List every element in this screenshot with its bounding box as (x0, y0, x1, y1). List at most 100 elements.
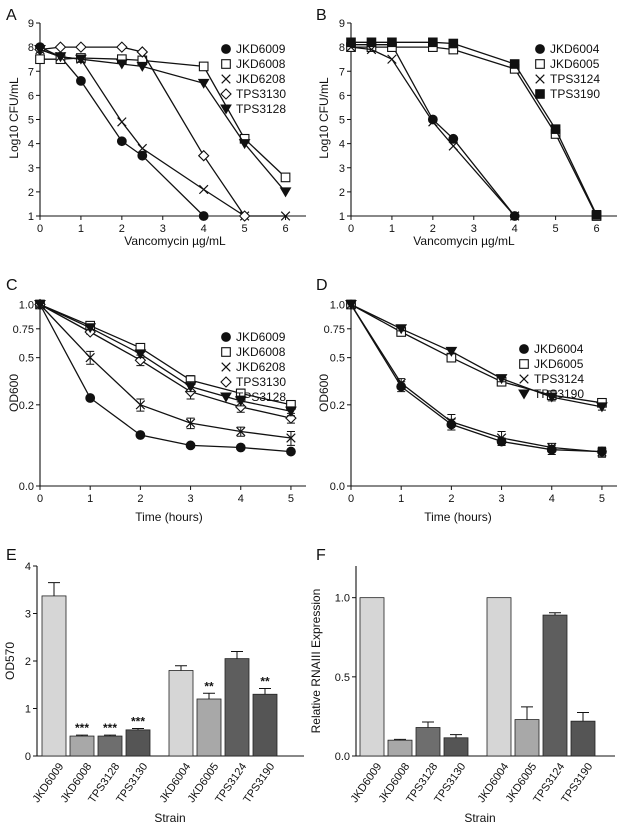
error-bar (76, 734, 88, 737)
bar-group-tps3128: TPS3128 (404, 721, 441, 805)
x-tick-label: 3 (471, 223, 477, 235)
y-tick-label: 0.0 (330, 481, 345, 493)
data-point (445, 346, 458, 357)
x-tick-label: 3 (499, 493, 505, 505)
y-tick-label: 4 (339, 139, 345, 151)
legend-entry: TPS3128 (220, 102, 286, 116)
legend-marker (221, 362, 231, 372)
data-point (597, 447, 607, 457)
data-point (197, 78, 210, 89)
series-line (39, 304, 291, 439)
x-tick-label: 5 (242, 223, 248, 235)
data-point (395, 324, 408, 335)
x-tick-label: 4 (512, 223, 518, 235)
series-line (39, 46, 205, 217)
x-tick-label: 2 (448, 493, 454, 505)
legend-entry: JKD6004 (519, 342, 584, 356)
data-point (115, 59, 128, 70)
bar (387, 739, 413, 757)
data-point (547, 442, 557, 453)
x-tick-label: 2 (137, 493, 143, 505)
data-point (496, 433, 507, 443)
data-point (448, 133, 459, 144)
data-point (198, 211, 209, 221)
legend-marker (220, 392, 232, 403)
series-tps3128 (34, 299, 297, 417)
series-tps3130 (34, 298, 297, 424)
data-point (85, 393, 96, 403)
bar (443, 737, 469, 757)
data-point (448, 38, 459, 49)
y-tick-label: 5 (28, 115, 34, 127)
y-tick-label: 2 (25, 656, 31, 668)
data-point (366, 37, 377, 48)
legend-label: JKD6208 (236, 72, 286, 86)
error-bar (394, 738, 406, 741)
data-point (54, 41, 67, 53)
legend-marker (221, 59, 231, 69)
data-point (346, 37, 356, 48)
y-tick-label: 1.0 (335, 593, 350, 605)
data-point (234, 401, 247, 413)
y-tick-label: 0.75 (324, 324, 345, 336)
legend-marker (535, 89, 545, 99)
series-line (351, 44, 516, 217)
legend-marker (518, 389, 530, 400)
x-tick-label: 1 (78, 223, 84, 235)
bar-group-jkd6004: JKD6004 (476, 597, 512, 805)
legend-marker (519, 359, 529, 369)
y-tick-label: 7 (28, 66, 34, 78)
y-tick-label: 0.2 (19, 400, 34, 412)
y-tick-label: 1.0 (19, 299, 34, 311)
data-point (446, 417, 457, 427)
series-jkd6004 (346, 39, 520, 221)
legend-marker (220, 376, 232, 388)
y-axis-title: OD600 (7, 374, 21, 412)
legend-label: JKD6004 (534, 342, 584, 356)
x-tick-label: 3 (160, 223, 166, 235)
error-bar (48, 582, 60, 596)
data-point (76, 76, 86, 86)
data-point (550, 124, 561, 134)
x-axis-title: Time (hours) (135, 510, 203, 524)
data-point (34, 299, 46, 310)
x-axis-title: Strain (464, 811, 495, 825)
legend-label: TPS3130 (236, 87, 286, 101)
data-point (448, 141, 459, 151)
error-bar (450, 734, 462, 738)
legend-entry: JKD6005 (519, 357, 584, 371)
legend-marker (535, 59, 545, 69)
y-tick-label: 0.5 (330, 353, 345, 365)
y-tick-label: 1 (25, 704, 31, 716)
legend-marker (535, 44, 545, 54)
error-bar (203, 692, 215, 699)
x-tick-label: 2 (119, 223, 125, 235)
legend-entry: JKD6009 (221, 330, 286, 344)
panel-label-d: D (316, 277, 328, 294)
x-tick-label: 6 (282, 223, 288, 235)
significance-marker: ** (260, 675, 270, 689)
panel-label-a: A (6, 7, 17, 24)
data-point (286, 446, 296, 457)
bar-group-tps3128: ***TPS3128 (86, 721, 123, 805)
legend-entry: JKD6004 (535, 42, 600, 56)
legend-label: JKD6005 (550, 57, 600, 71)
x-tick-label: 0 (37, 493, 43, 505)
data-point (495, 374, 508, 385)
x-tick-label: 6 (593, 223, 599, 235)
y-tick-label: 4 (25, 561, 31, 573)
legend-entry: JKD6008 (221, 57, 286, 71)
x-tick-label: 4 (238, 493, 244, 505)
data-point (35, 54, 45, 65)
data-point (236, 426, 246, 437)
bar (224, 658, 250, 757)
y-tick-label: 9 (28, 18, 34, 30)
error-bar (549, 612, 561, 616)
series-line (350, 46, 516, 217)
y-tick-label: 3 (25, 609, 31, 621)
error-bar (259, 688, 271, 695)
data-point (545, 392, 558, 403)
data-point (280, 211, 291, 221)
